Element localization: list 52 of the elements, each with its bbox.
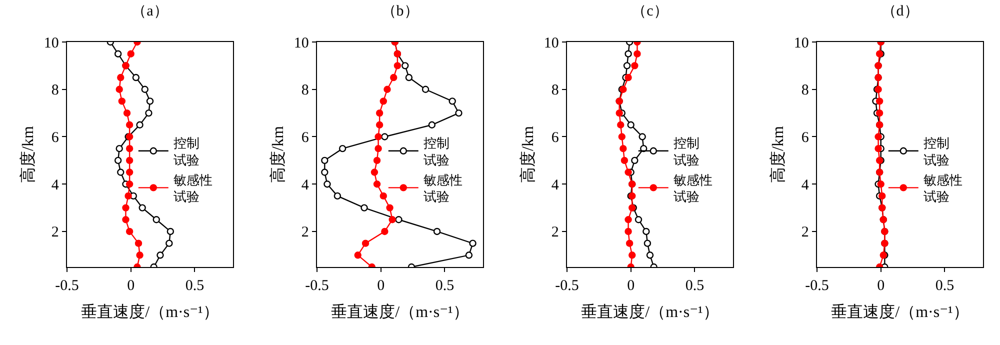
legend-label: 敏感性试验 [423, 172, 462, 204]
x-tick-label: -0.5 [305, 278, 329, 294]
y-tick-label: 2 [301, 224, 309, 241]
y-axis-title: 高度/km [518, 126, 537, 183]
y-tick-label: 4 [551, 177, 560, 194]
y-axis-title: 高度/km [18, 126, 37, 183]
x-tick-label: -0.5 [55, 278, 79, 294]
legend-label: 控制试验 [173, 136, 200, 168]
chart-title: （c） [632, 4, 668, 20]
x-tick-label: 0.5 [935, 278, 954, 294]
x-tick-label: -0.5 [555, 278, 579, 294]
x-tick-label: 0 [627, 278, 635, 294]
x-axis-title: 垂直速度/（m·s⁻¹） [331, 302, 469, 321]
y-tick-label: 8 [801, 82, 809, 99]
chart-title: （d） [881, 4, 919, 20]
y-tick-label: 8 [551, 82, 559, 99]
y-axis-title: 高度/km [268, 126, 287, 183]
y-tick-label: 4 [51, 177, 60, 194]
y-tick-label: 6 [551, 130, 560, 146]
x-tick-label: -0.5 [805, 278, 829, 294]
y-tick-label: 8 [51, 82, 59, 99]
x-axis-title: 垂直速度/（m·s⁻¹） [831, 302, 969, 321]
y-tick-label: 10 [544, 35, 559, 52]
y-axis-title: 高度/km [768, 126, 787, 183]
legend-label: 控制试验 [673, 136, 700, 168]
chart-title: （b） [381, 4, 419, 20]
x-axis-title: 垂直速度/（m·s⁻¹） [581, 302, 719, 321]
legend-label: 敏感性试验 [923, 172, 962, 204]
x-tick-label: 0.5 [435, 278, 454, 294]
chart-title: （a） [132, 4, 168, 20]
legend-label: 敏感性试验 [173, 172, 212, 204]
legend-label: 控制试验 [923, 136, 950, 168]
y-tick-label: 8 [301, 82, 309, 99]
x-tick-label: 0 [127, 278, 135, 294]
y-tick-label: 4 [301, 177, 310, 194]
x-axis-title: 垂直速度/（m·s⁻¹） [81, 302, 219, 321]
y-tick-label: 10 [294, 35, 309, 52]
x-tick-label: 0.5 [685, 278, 704, 294]
legend-label: 控制试验 [423, 136, 450, 168]
y-tick-label: 10 [794, 35, 809, 52]
x-tick-label: 0 [377, 278, 385, 294]
y-tick-label: 6 [51, 130, 60, 146]
y-tick-label: 10 [44, 35, 59, 52]
y-tick-label: 6 [801, 130, 810, 146]
y-tick-label: 6 [301, 130, 310, 146]
legend-label: 敏感性试验 [673, 172, 712, 204]
x-tick-label: 0.5 [185, 278, 204, 294]
y-tick-label: 2 [551, 224, 559, 241]
y-tick-label: 2 [801, 224, 809, 241]
y-tick-label: 4 [801, 177, 810, 194]
x-tick-label: 0 [877, 278, 885, 294]
y-tick-label: 2 [51, 224, 59, 241]
